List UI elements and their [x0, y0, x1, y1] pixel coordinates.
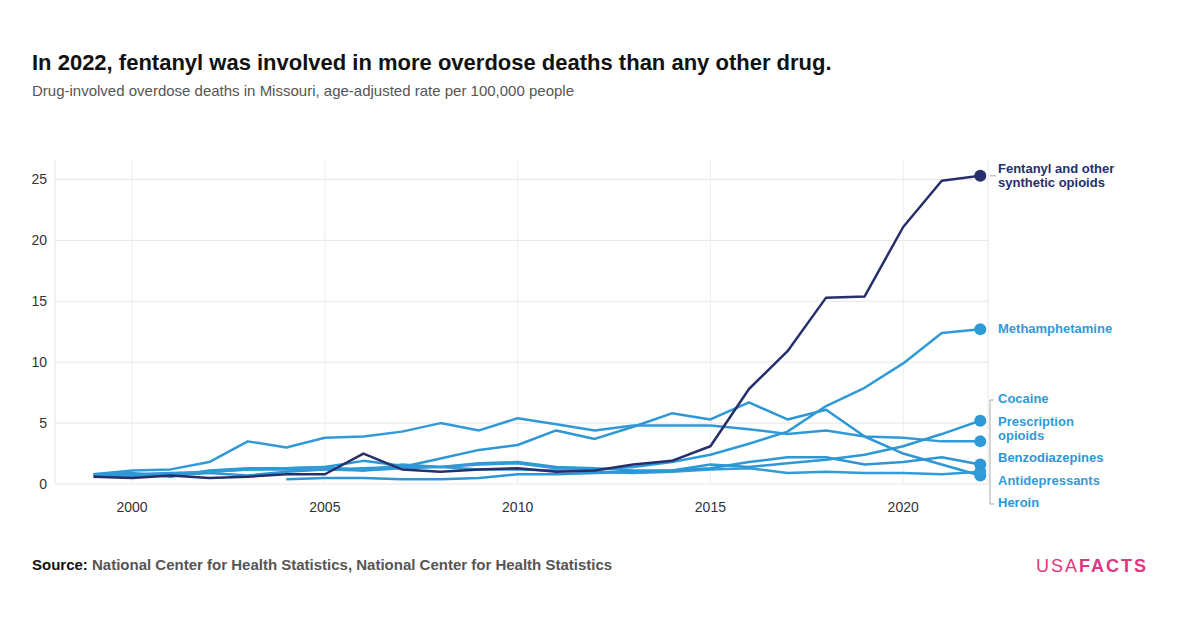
source-text: National Center for Health Statistics, N… [92, 556, 612, 573]
chart: 0 5 10 15 20 25 2000 2005 2010 2015 2020 [0, 0, 1200, 628]
end-dot [974, 415, 986, 427]
grid-line [55, 301, 988, 302]
end-dot [974, 435, 986, 447]
y-tick-label: 5 [39, 415, 47, 431]
series-label: Fentanyl and other synthetic opioids [998, 162, 1138, 190]
x-tick-label: 2010 [502, 499, 533, 515]
source: Source: National Center for Health Stati… [32, 556, 612, 573]
source-label: Source: [32, 556, 88, 573]
series-label: Antidepressants [998, 474, 1168, 488]
x-tick-label: 2000 [117, 499, 148, 515]
title: In 2022, fentanyl was involved in more o… [32, 50, 832, 76]
series-label: Prescription opioids [998, 415, 1108, 443]
x-tick-label: 2020 [888, 499, 919, 515]
x-tick-label: 2015 [695, 499, 726, 515]
brand: USAFACTS [1036, 556, 1148, 577]
y-tick-label: 10 [31, 354, 47, 370]
y-tick-label: 0 [39, 476, 47, 492]
series-line [94, 176, 981, 478]
series-label: Methamphetamine [998, 322, 1168, 336]
y-tick-label: 15 [31, 293, 47, 309]
axis-frame [988, 160, 989, 484]
label-bracket [990, 400, 994, 504]
end-dot [974, 459, 986, 471]
grid-line [903, 160, 904, 484]
y-tick-label: 25 [31, 171, 47, 187]
grid-line [517, 160, 518, 484]
end-dots [974, 170, 986, 482]
grid-line [55, 423, 988, 424]
grid-line [55, 484, 988, 485]
grid-line [324, 160, 325, 484]
series-line [94, 329, 981, 476]
series-label: Heroin [998, 496, 1168, 510]
grid-line [55, 362, 988, 363]
x-tick-label: 2005 [309, 499, 340, 515]
subtitle: Drug-involved overdose deaths in Missour… [32, 82, 574, 99]
plot-area [94, 176, 981, 479]
label-tick [990, 175, 996, 176]
series-label: Cocaine [998, 392, 1168, 406]
grid-line [55, 240, 988, 241]
grid-line [55, 179, 988, 180]
grid-line [132, 160, 133, 484]
end-dot [974, 170, 986, 182]
brand-suffix: FACTS [1079, 556, 1148, 576]
series-label: Benzodiazepines [998, 451, 1168, 465]
y-tick-label: 20 [31, 232, 47, 248]
brand-prefix: USA [1036, 556, 1079, 576]
end-dot [974, 323, 986, 335]
axis-frame [55, 160, 56, 484]
grid-line [710, 160, 711, 484]
series-line [94, 421, 981, 477]
